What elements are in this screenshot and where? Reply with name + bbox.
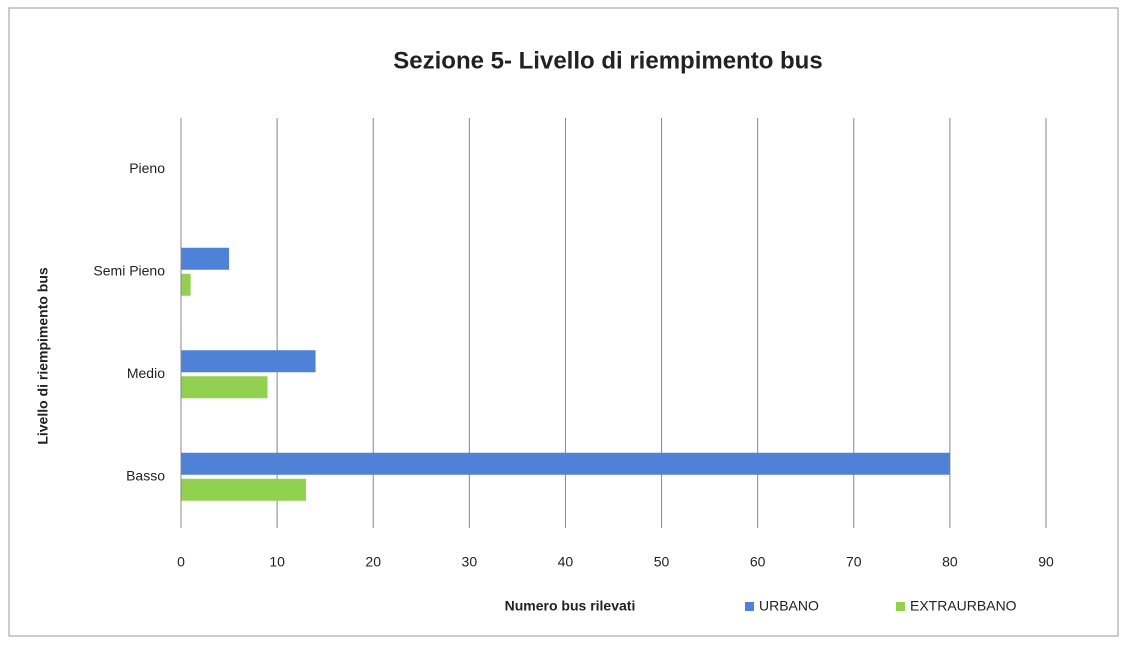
x-tick-label: 10 bbox=[269, 554, 285, 570]
x-tick-label: 90 bbox=[1038, 554, 1054, 570]
x-tick-label: 50 bbox=[654, 554, 670, 570]
legend-label: URBANO bbox=[759, 598, 819, 614]
x-tick-label: 60 bbox=[750, 554, 766, 570]
y-axis-label: Livello di riempimento bus bbox=[35, 267, 51, 445]
bar bbox=[181, 452, 950, 475]
x-tick-label: 70 bbox=[846, 554, 862, 570]
y-tick-label: Basso bbox=[126, 467, 165, 483]
chart-border bbox=[8, 7, 1119, 637]
legend-swatch bbox=[745, 602, 754, 611]
x-tick-label: 30 bbox=[462, 554, 478, 570]
chart-title: Sezione 5- Livello di riempimento bus bbox=[393, 47, 822, 74]
legend-swatch bbox=[896, 602, 905, 611]
x-tick-label: 20 bbox=[365, 554, 381, 570]
y-tick-label: Medio bbox=[127, 365, 165, 381]
x-tick-label: 40 bbox=[558, 554, 574, 570]
y-tick-label: Pieno bbox=[129, 160, 165, 176]
x-tick-label: 80 bbox=[942, 554, 958, 570]
x-tick-label: 0 bbox=[177, 554, 185, 570]
bar bbox=[181, 478, 306, 501]
legend-label: EXTRAURBANO bbox=[910, 598, 1017, 614]
x-axis-label: Numero bus rilevati bbox=[505, 598, 636, 614]
bar bbox=[181, 273, 191, 296]
bar bbox=[181, 376, 268, 399]
y-tick-label: Semi Pieno bbox=[93, 262, 165, 278]
bar bbox=[181, 247, 230, 270]
bar bbox=[181, 350, 316, 373]
